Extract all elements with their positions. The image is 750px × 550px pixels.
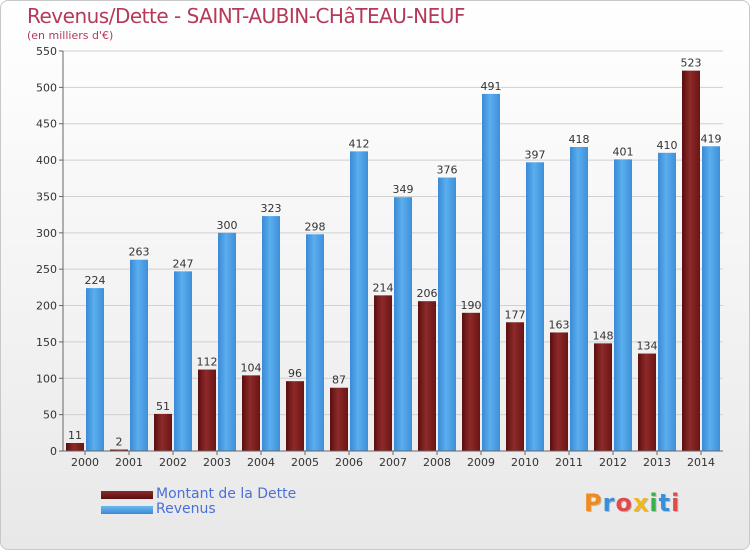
bar-debt (330, 387, 348, 451)
bar-debt (198, 369, 216, 451)
y-tick-label: 550 (36, 45, 57, 58)
y-tick-label: 100 (36, 372, 57, 385)
x-tick-label: 2014 (687, 456, 715, 469)
chart-subtitle: (en milliers d'€) (27, 29, 114, 42)
x-tick-label: 2005 (291, 456, 319, 469)
data-label-debt: 523 (681, 57, 702, 70)
bar-revenue (658, 152, 676, 451)
bar-revenue (482, 93, 500, 451)
data-label-debt: 2 (116, 436, 123, 449)
data-label-revenue: 491 (481, 80, 502, 93)
bar-revenue (614, 159, 632, 451)
bar-revenue (174, 271, 192, 451)
y-tick-label: 0 (50, 445, 57, 458)
y-tick-label: 150 (36, 336, 57, 349)
data-label-debt: 51 (156, 400, 170, 413)
bar-debt (594, 343, 612, 451)
bar-chart: 0 50 100 150 200 250 300 350 400 450 500 550 11 224 2… (36, 45, 723, 469)
x-tick-label: 2007 (379, 456, 407, 469)
x-tick-label: 2012 (599, 456, 627, 469)
data-label-debt: 206 (417, 287, 438, 300)
bar-revenue (130, 259, 148, 451)
bar-revenue (86, 288, 104, 451)
legend-swatch-debt (101, 491, 153, 499)
y-tick-label: 500 (36, 81, 57, 94)
data-label-debt: 104 (241, 361, 262, 374)
x-tick-label: 2002 (159, 456, 187, 469)
x-tick-label: 2013 (643, 456, 671, 469)
bars: 11 224 2 263 51 247 112 300 104 323 96 298 87 412 214 3… (66, 57, 722, 452)
legend-swatch-revenue (101, 506, 153, 514)
y-tick-label: 400 (36, 154, 57, 167)
bar-debt (682, 70, 700, 452)
data-label-revenue: 323 (261, 202, 282, 215)
data-label-revenue: 298 (305, 220, 326, 233)
data-label-debt: 87 (332, 374, 346, 387)
bar-revenue (262, 216, 280, 451)
data-label-debt: 214 (373, 281, 394, 294)
legend-label-revenue: Revenus (156, 501, 216, 517)
x-tick-label: 2001 (115, 456, 143, 469)
x-axis: 2000 2001 2002 2003 2004 2005 2006 2007 2008 2009… (63, 450, 723, 469)
data-label-revenue: 300 (217, 219, 238, 232)
data-label-revenue: 376 (437, 164, 458, 177)
bar-debt (110, 449, 128, 451)
bar-debt (286, 381, 304, 451)
x-tick-label: 2010 (511, 456, 539, 469)
data-label-debt: 96 (288, 367, 302, 380)
bar-debt (550, 332, 568, 451)
bar-revenue (702, 146, 720, 452)
proxiti-logo: Proxiti (584, 489, 681, 517)
data-label-debt: 112 (197, 356, 218, 369)
data-label-debt: 148 (593, 329, 614, 342)
x-tick-label: 2003 (203, 456, 231, 469)
data-label-debt: 177 (505, 308, 526, 321)
data-label-debt: 163 (549, 318, 570, 331)
bar-debt (242, 375, 260, 451)
data-label-revenue: 224 (85, 274, 106, 287)
data-label-revenue: 419 (701, 132, 722, 145)
y-tick-label: 450 (36, 118, 57, 131)
data-label-debt: 190 (461, 299, 482, 312)
y-tick-label: 300 (36, 227, 57, 240)
data-label-revenue: 397 (525, 148, 546, 161)
chart-title: Revenus/Dette - SAINT-AUBIN-CHâTEAU-NEUF (27, 4, 465, 28)
bar-revenue (350, 151, 368, 451)
bar-revenue (570, 147, 588, 451)
bar-revenue (218, 232, 236, 451)
bar-debt (638, 353, 656, 451)
x-tick-label: 2009 (467, 456, 495, 469)
y-tick-label: 350 (36, 190, 57, 203)
x-tick-label: 2004 (247, 456, 275, 469)
data-label-revenue: 247 (173, 257, 194, 270)
x-tick-label: 2006 (335, 456, 363, 469)
data-label-revenue: 410 (657, 139, 678, 152)
data-label-debt: 11 (68, 429, 82, 442)
bar-debt (462, 312, 480, 451)
legend-label-debt: Montant de la Dette (156, 486, 297, 502)
bar-revenue (394, 197, 412, 451)
y-axis: 0 50 100 150 200 250 300 350 400 450 500 550 (36, 45, 64, 458)
data-label-revenue: 412 (349, 137, 370, 150)
bar-revenue (526, 162, 544, 452)
x-tick-label: 2011 (555, 456, 583, 469)
data-label-revenue: 263 (129, 246, 150, 259)
data-label-revenue: 418 (569, 133, 590, 146)
y-tick-label: 200 (36, 300, 57, 313)
bar-revenue (438, 177, 456, 451)
bar-revenue (306, 234, 324, 451)
bar-debt (374, 295, 392, 451)
y-tick-label: 50 (43, 409, 57, 422)
bar-debt (506, 322, 524, 451)
bar-debt (154, 413, 172, 451)
x-tick-label: 2008 (423, 456, 451, 469)
bar-debt (66, 443, 84, 451)
x-tick-label: 2000 (71, 456, 99, 469)
bar-debt (418, 301, 436, 451)
data-label-revenue: 401 (613, 145, 634, 158)
data-label-debt: 134 (637, 340, 658, 353)
y-tick-label: 250 (36, 263, 57, 276)
data-label-revenue: 349 (393, 183, 414, 196)
